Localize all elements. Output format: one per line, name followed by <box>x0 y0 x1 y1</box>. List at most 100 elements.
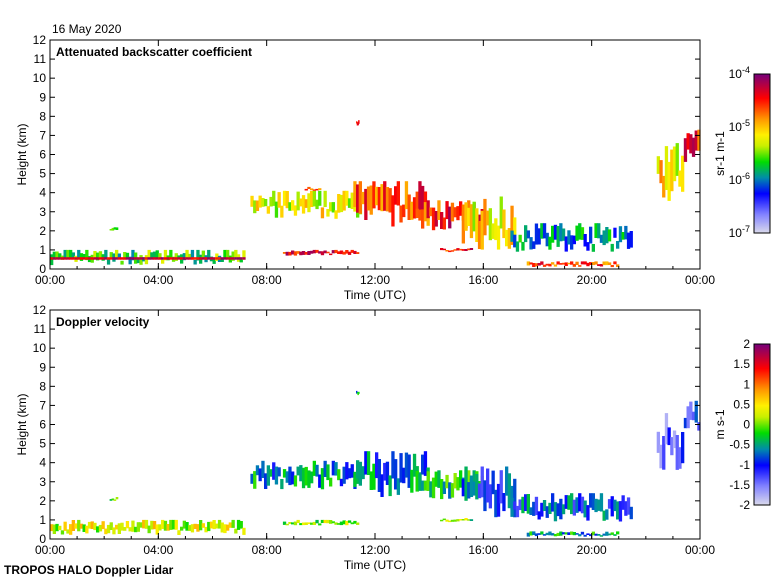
data-cell <box>329 520 333 524</box>
data-cell <box>426 471 430 491</box>
data-cell <box>264 199 268 207</box>
data-cell <box>589 226 593 244</box>
data-cell <box>610 243 614 252</box>
data-cell <box>626 232 631 249</box>
data-cell <box>421 454 425 475</box>
data-cell <box>215 523 219 529</box>
colorbar-cell <box>754 438 770 440</box>
data-cell <box>575 497 579 513</box>
colorbar-tick-label: -1 <box>739 458 750 472</box>
colorbar-cell <box>754 379 770 381</box>
colorbar-cell <box>754 372 770 374</box>
data-cell <box>567 262 571 265</box>
colorbar-cell <box>754 139 770 141</box>
data-cell <box>556 261 560 265</box>
data-cell <box>310 522 314 525</box>
colorbar-cell <box>754 77 770 79</box>
data-cell <box>85 249 89 261</box>
data-cell <box>440 248 444 251</box>
data-cell <box>572 532 576 536</box>
data-cell <box>93 251 97 259</box>
colorbar-cell <box>754 462 770 464</box>
colorbar-cell <box>754 489 770 491</box>
data-cell <box>513 217 517 235</box>
data-cell <box>134 257 138 260</box>
x-tick-label: 04:00 <box>143 543 173 557</box>
data-cell <box>610 532 614 535</box>
colorbar-cell <box>754 405 770 407</box>
colorbar-cell <box>754 476 770 478</box>
colorbar-cell <box>754 344 770 346</box>
colorbar-cell <box>754 86 770 88</box>
data-cell <box>339 250 344 255</box>
colorbar-cell <box>754 491 770 493</box>
data-cell <box>613 499 617 512</box>
data-cell <box>534 533 539 537</box>
data-cell <box>69 249 73 259</box>
colorbar-cell <box>754 391 770 393</box>
data-cell <box>93 522 97 531</box>
colorbar-cell <box>754 399 770 401</box>
data-cell <box>391 195 395 227</box>
data-cell <box>117 523 121 534</box>
data-cell <box>459 248 463 251</box>
data-cell <box>90 521 94 529</box>
data-cell <box>307 193 311 213</box>
colorbar-cell <box>754 373 770 375</box>
colorbar-cell <box>754 485 770 487</box>
colorbar-cell <box>754 442 770 444</box>
data-cell <box>540 223 544 239</box>
data-cell <box>274 201 279 218</box>
data-cell <box>120 260 124 265</box>
data-cell <box>616 501 620 520</box>
colorbar-cell <box>754 171 770 173</box>
data-cell <box>79 257 84 260</box>
colorbar-cell <box>754 138 770 140</box>
colorbar-tick-label: 1.5 <box>733 357 750 371</box>
data-cell <box>575 261 579 265</box>
colorbar-cell <box>754 501 770 503</box>
data-cell <box>564 236 568 252</box>
data-cell <box>472 201 476 232</box>
data-cell <box>469 475 474 497</box>
data-cell <box>326 209 330 217</box>
data-cell <box>358 181 362 214</box>
data-cell <box>239 521 243 529</box>
colorbar-cell <box>754 377 770 379</box>
data-cell <box>594 533 598 536</box>
colorbar-cell <box>754 356 770 358</box>
data-cell <box>134 526 138 533</box>
colorbar-cell <box>754 453 770 455</box>
data-cell <box>548 263 552 267</box>
colorbar-cell <box>754 92 770 94</box>
data-cell <box>136 257 140 260</box>
data-cell <box>366 186 371 211</box>
data-cell <box>586 505 590 521</box>
colorbar-cell <box>754 165 770 167</box>
data-cell <box>434 471 438 487</box>
data-cell <box>578 534 582 537</box>
x-tick-label: 20:00 <box>577 543 607 557</box>
data-cell <box>469 519 474 521</box>
colorbar-cell <box>754 201 770 203</box>
data-cell <box>188 525 192 531</box>
data-cell <box>534 263 539 267</box>
data-cell <box>616 241 620 249</box>
data-cell <box>117 257 121 260</box>
data-cell <box>380 184 384 212</box>
y-tick-label: 12 <box>33 303 47 317</box>
data-cell <box>358 391 360 394</box>
data-cell <box>337 251 341 254</box>
data-cell <box>342 190 346 211</box>
data-cell <box>369 471 373 490</box>
data-cell <box>442 518 446 521</box>
data-cell <box>607 262 612 265</box>
data-cell <box>510 497 514 517</box>
data-cell <box>453 249 457 251</box>
data-cell <box>190 249 195 260</box>
colorbar-cell <box>754 461 770 463</box>
data-cell <box>372 463 376 490</box>
colorbar-cell <box>754 454 770 456</box>
colorbar-cell <box>754 149 770 151</box>
